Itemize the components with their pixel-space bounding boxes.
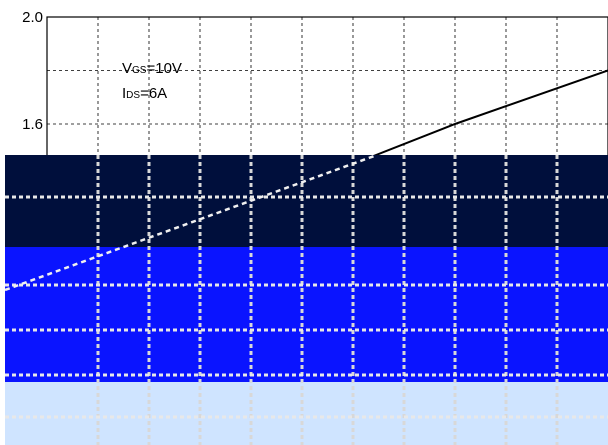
y-tick-label: 2.0 <box>22 9 43 26</box>
annotation-vgs: VGS=10V <box>122 60 182 77</box>
corrupted-series-trace <box>5 155 378 292</box>
corrupted-grid-overlay <box>5 155 608 445</box>
corrupted-band-light <box>5 382 608 445</box>
y-axis-ticks: 2.0 1.6 <box>22 9 43 133</box>
corrupted-grid-lines <box>5 155 608 445</box>
y-tick-label: 1.6 <box>22 116 43 133</box>
annotation-ids: IDS=6A <box>122 85 167 102</box>
